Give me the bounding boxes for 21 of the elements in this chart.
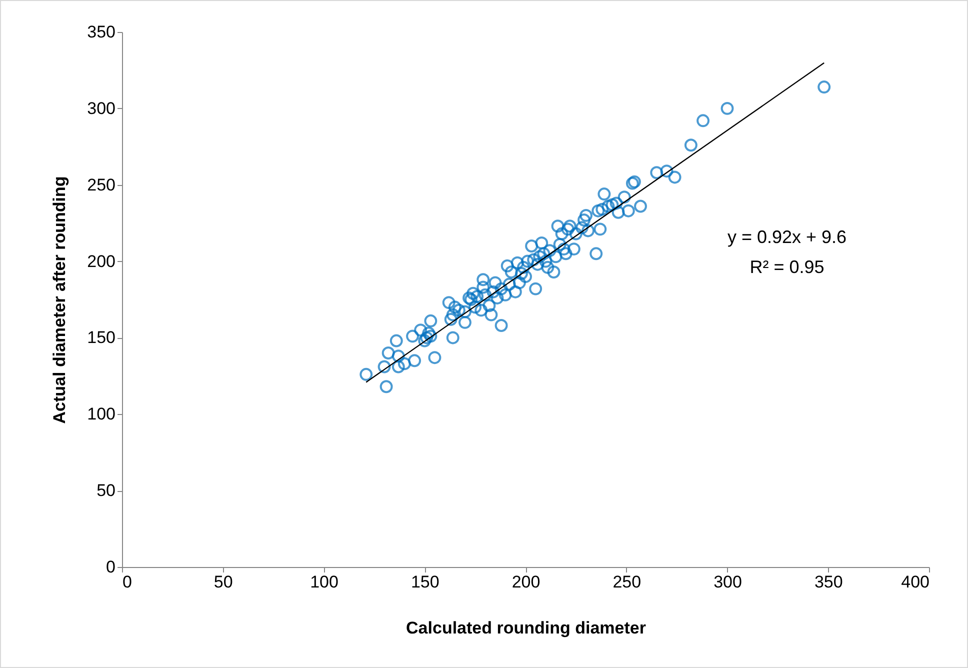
x-tick-label: 50 [214, 572, 233, 592]
annotation: R² = 0.95 [750, 257, 824, 277]
y-tick-label: 350 [87, 22, 116, 42]
y-tick-label: 200 [87, 252, 116, 271]
x-tick-label: 200 [512, 572, 540, 592]
y-tick-label: 100 [87, 404, 116, 424]
y-axis-title: Actual diameter after rounding [50, 176, 70, 424]
x-tick-label: 100 [310, 572, 338, 592]
y-tick-label: 50 [96, 481, 116, 500]
y-tick-label: 300 [87, 98, 116, 118]
y-tick-label: 250 [87, 175, 116, 194]
x-tick-label: 350 [814, 572, 843, 592]
x-tick-label: 0 [122, 572, 132, 592]
x-tick-label: 150 [410, 572, 440, 592]
annotation: y = 0.92x + 9.6 [727, 227, 847, 247]
x-tick-label: 400 [901, 572, 930, 592]
y-tick-label: 150 [87, 328, 116, 348]
y-tick-label: 0 [106, 558, 116, 576]
x-tick-label: 300 [714, 572, 742, 592]
x-axis-title: Calculated rounding diameter [406, 618, 646, 638]
x-tick-label: 250 [612, 572, 642, 592]
